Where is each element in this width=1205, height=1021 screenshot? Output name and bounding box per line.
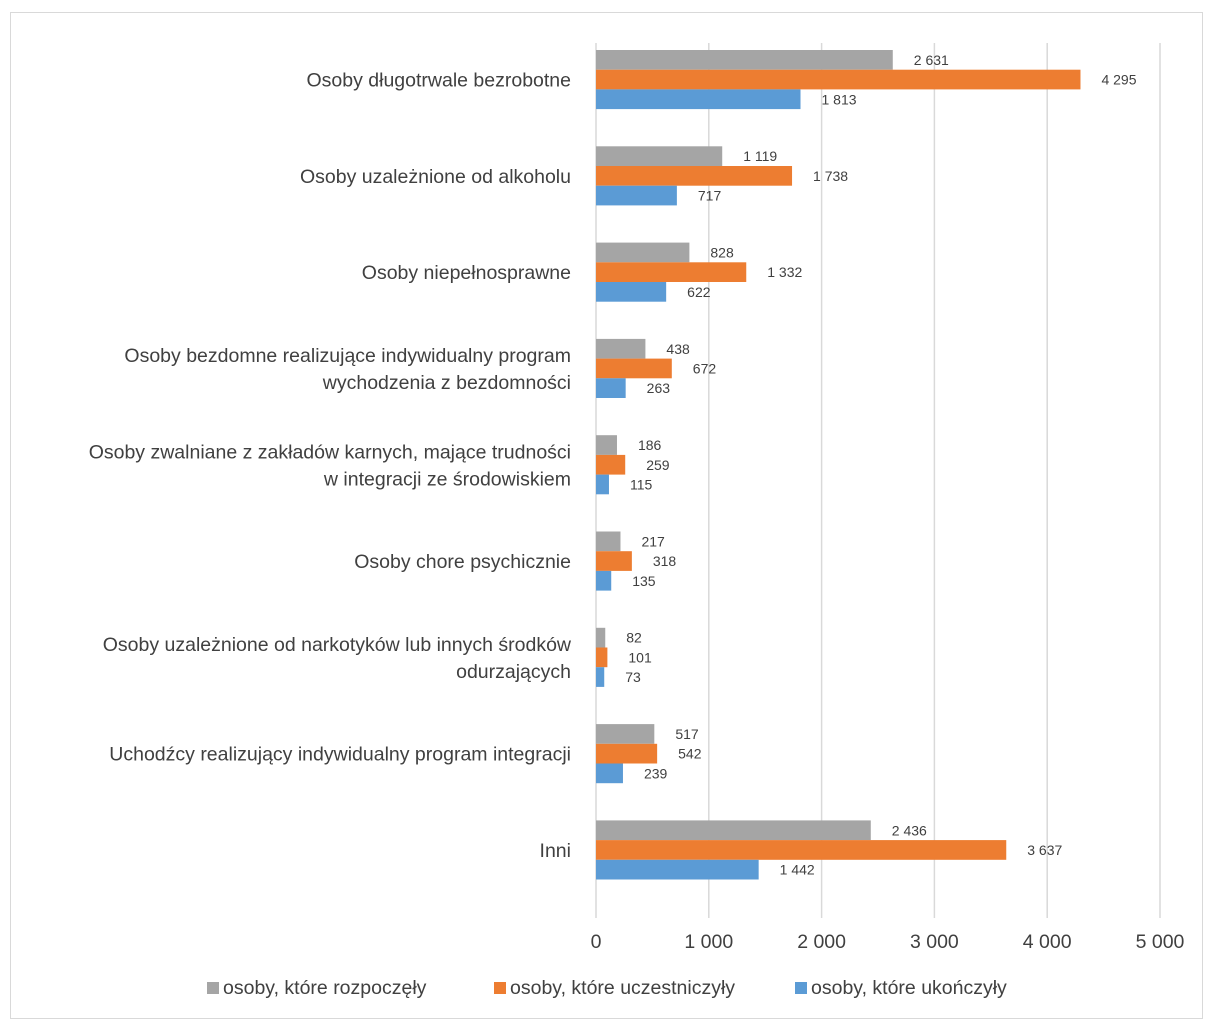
bar <box>596 146 723 166</box>
category-label: Osoby zwalniane z zakładów karnych, mają… <box>89 441 571 463</box>
legend-label: osoby, które rozpoczęły <box>223 977 427 999</box>
data-label: 239 <box>644 765 668 781</box>
category-labels: Osoby długotrwale bezrobotne Osoby uzależ… <box>89 70 572 862</box>
category-label: Osoby długotrwale bezrobotne <box>307 70 572 92</box>
bar <box>596 859 759 880</box>
data-label: 1 738 <box>813 168 848 184</box>
category-label: Inni <box>540 840 571 862</box>
bar-chart: 2 631 4 295 1 813 1 119 1 738 717 828 1 332 622 4… <box>89 43 1185 999</box>
bar <box>596 358 672 379</box>
bar <box>596 570 612 591</box>
category-label: w integracji ze środowiskiem <box>323 468 571 490</box>
bar <box>596 454 626 475</box>
bar <box>596 531 621 552</box>
data-label: 517 <box>675 726 699 742</box>
legend-swatch <box>207 982 219 994</box>
bar <box>596 627 606 648</box>
bar <box>596 242 690 263</box>
data-label: 2 631 <box>914 52 949 68</box>
category-label: Osoby niepełnosprawne <box>362 262 571 284</box>
bars <box>596 50 1081 880</box>
data-label: 828 <box>710 244 734 260</box>
category-label: Osoby uzależnione od narkotyków lub inny… <box>103 634 572 656</box>
bar <box>596 262 747 282</box>
data-label: 135 <box>632 573 656 589</box>
legend: osoby, które rozpoczęły osoby, które ucze… <box>207 977 1007 999</box>
bar <box>596 89 801 110</box>
data-label: 1 813 <box>822 91 857 107</box>
x-tick-label: 3 000 <box>910 931 959 953</box>
chart-frame: 2 631 4 295 1 813 1 119 1 738 717 828 1 332 622 4… <box>10 12 1203 1019</box>
bar <box>596 338 646 359</box>
bar <box>596 820 871 841</box>
bar <box>596 282 667 302</box>
bar <box>596 378 626 398</box>
category-label: Osoby uzależnione od alkoholu <box>300 166 571 188</box>
legend-label: osoby, które ukończyły <box>811 977 1007 999</box>
data-label: 217 <box>641 533 665 549</box>
category-label: Osoby chore psychicznie <box>354 551 571 573</box>
bar <box>596 69 1081 90</box>
bar <box>596 435 617 455</box>
bar <box>596 647 608 668</box>
bar <box>596 763 623 784</box>
bar <box>596 50 893 70</box>
data-label: 542 <box>678 746 702 762</box>
data-label: 259 <box>646 457 670 473</box>
data-label: 1 332 <box>767 264 802 280</box>
data-label: 263 <box>647 380 671 396</box>
category-label: wychodzenia z bezdomności <box>322 372 571 394</box>
data-label: 2 436 <box>892 822 927 838</box>
x-tick-label: 1 000 <box>684 931 733 953</box>
data-label: 101 <box>628 649 652 665</box>
bar <box>596 743 658 764</box>
bar <box>596 185 677 206</box>
data-label: 115 <box>630 476 653 492</box>
bar <box>596 166 793 186</box>
legend-swatch <box>795 982 807 994</box>
bar <box>596 840 1007 860</box>
x-tick-label: 5 000 <box>1136 931 1185 953</box>
bar <box>596 667 605 687</box>
data-label: 1 119 <box>743 148 777 164</box>
bar <box>596 474 609 495</box>
x-tick-label: 0 <box>591 931 602 953</box>
legend-swatch <box>494 982 506 994</box>
data-label: 318 <box>653 553 677 569</box>
data-labels: 2 631 4 295 1 813 1 119 1 738 717 828 1 332 622 4… <box>625 52 1136 878</box>
data-label: 1 442 <box>780 862 815 878</box>
category-label: Osoby bezdomne realizujące indywidualny … <box>124 345 571 367</box>
legend-label: osoby, które uczestniczyły <box>510 977 735 999</box>
data-label: 4 295 <box>1101 72 1136 88</box>
bar <box>596 551 632 571</box>
category-label: odurzających <box>456 661 571 683</box>
data-label: 438 <box>666 341 690 357</box>
data-label: 3 637 <box>1027 842 1062 858</box>
data-label: 82 <box>626 630 642 646</box>
data-label: 622 <box>687 284 711 300</box>
data-label: 672 <box>693 360 717 376</box>
bar <box>596 724 655 744</box>
data-label: 717 <box>698 188 722 204</box>
data-label: 73 <box>625 669 641 685</box>
x-axis-ticks: 0 1 000 2 000 3 000 4 000 5 000 <box>591 931 1185 953</box>
x-tick-label: 2 000 <box>797 931 846 953</box>
data-label: 186 <box>638 437 662 453</box>
category-label: Uchodźcy realizujący indywidualny progra… <box>109 744 571 766</box>
x-tick-label: 4 000 <box>1023 931 1072 953</box>
